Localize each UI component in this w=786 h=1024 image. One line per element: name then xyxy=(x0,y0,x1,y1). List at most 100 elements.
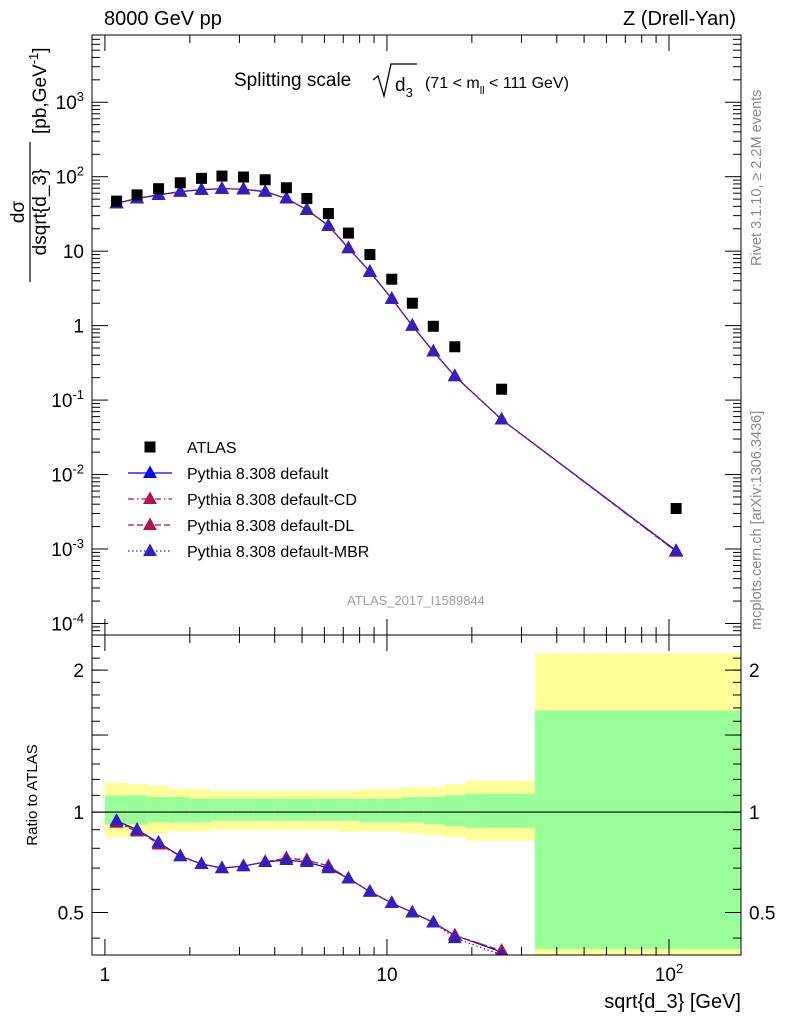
data-point-atlas xyxy=(174,177,186,189)
mc-marker-pythia-8-308-default-mbr xyxy=(362,264,377,277)
data-point-atlas xyxy=(449,341,461,353)
analysis-label: ATLAS_2017_I1589844 xyxy=(347,593,485,608)
ratio-marker-pythia-8-308-default-mbr xyxy=(109,813,124,826)
stat-uncertainty-band xyxy=(296,798,318,821)
legend-label: Pythia 8.308 default xyxy=(187,466,329,483)
legend-label: Pythia 8.308 default-MBR xyxy=(187,544,369,561)
y-title-denominator: dsqrt{d_3} xyxy=(30,169,51,256)
x-tick-label: 1 xyxy=(100,965,111,986)
y-tick-label: 10-1 xyxy=(51,387,84,412)
mc-marker-pythia-8-308-default-mbr xyxy=(426,344,441,357)
y-tick-label: 10-4 xyxy=(51,610,84,635)
mc-marker-pythia-8-308-default-mbr xyxy=(321,218,336,231)
y-title-unit-exponent: -1 xyxy=(26,53,41,65)
data-point-atlas xyxy=(280,182,292,194)
stat-uncertainty-band xyxy=(211,798,233,821)
legend-entry-atlas: ATLAS xyxy=(144,440,237,457)
ratio-line-pythia-8-308-default xyxy=(116,820,502,953)
data-point-atlas xyxy=(496,383,508,395)
y-title-unit: [pb,GeV-1] xyxy=(26,47,51,134)
mc-marker-pythia-8-308-default-mbr xyxy=(279,191,294,204)
sqrt-symbol xyxy=(372,63,417,99)
ratio-marker-pythia-8-308-default-mbr xyxy=(426,914,441,928)
y-tick-label: 102 xyxy=(56,164,84,189)
plot-title: Splitting scale d3 (71 < mll < 111 GeV) xyxy=(234,63,569,100)
legend-entry-pythia-8-308-default-dl: Pythia 8.308 default-DL xyxy=(128,517,354,535)
stat-uncertainty-band xyxy=(338,798,360,821)
legend: ATLAS Pythia 8.308 default Pythia 8.308 de… xyxy=(128,440,369,561)
mc-marker-pythia-8-308-default-mbr xyxy=(194,182,209,195)
ratio-marker-pythia-8-308-default-mbr xyxy=(362,884,377,897)
y-tick-exponent: 3 xyxy=(77,89,84,104)
stat-uncertainty-band xyxy=(253,798,275,821)
y-title-numerator: dσ xyxy=(8,201,29,224)
ratio-marker-pythia-8-308-default-mbr xyxy=(130,822,145,835)
ratio-line-pythia-8-308-default-mbr xyxy=(116,820,502,955)
ratio-marker-pythia-8-308-default-mbr xyxy=(194,856,209,870)
x-tick-exponent: 2 xyxy=(676,961,683,976)
data-point-atlas xyxy=(427,320,439,332)
energy-label: 8000 GeV pp xyxy=(104,8,222,30)
stat-uncertainty-band xyxy=(465,793,536,828)
x-tick-label: 10 xyxy=(376,965,397,986)
ratio-marker-pythia-8-308-default-mbr xyxy=(447,930,462,944)
mc-marker-pythia-8-308-default-mbr xyxy=(214,181,229,194)
data-point-atlas xyxy=(301,192,313,204)
labels-layer: 10-4 10-3 10-2 10-1 1 10 102 103 0.5 0.5 1 1 2 2 1 10 10… xyxy=(8,47,775,1013)
mc-marker-pythia-8-308-default-mbr xyxy=(384,291,399,304)
legend-swatch-triangle xyxy=(143,517,157,531)
stat-uncertainty-band xyxy=(401,796,424,823)
ratio-marker-pythia-8-308-default-mbr xyxy=(236,858,251,872)
ratio-marker-pythia-8-308-default-mbr xyxy=(497,947,506,955)
data-point-atlas xyxy=(364,249,376,261)
mc-marker-pythia-8-308-default-mbr xyxy=(669,543,684,557)
stat-uncertainty-band xyxy=(169,796,190,823)
ratio-lines-layer xyxy=(92,811,741,955)
x-tick-label: 102 xyxy=(655,961,683,986)
mc-marker-pythia-8-308-default-mbr xyxy=(173,184,188,197)
plot-title-range: (71 < mll < 111 GeV) xyxy=(425,75,569,97)
plot-title-symbol: d3 xyxy=(395,75,413,100)
mc-marker-pythia-8-308-default-mbr xyxy=(447,368,462,382)
ratio-marker-pythia-8-308-default-mbr xyxy=(279,852,294,866)
data-point-atlas xyxy=(195,172,207,184)
ratio-tick-label-right: 2 xyxy=(749,661,760,682)
stat-uncertainty-band xyxy=(423,796,445,825)
data-point-atlas xyxy=(131,189,143,201)
stat-uncertainty-band xyxy=(147,796,170,823)
legend-label: Pythia 8.308 default-CD xyxy=(187,492,357,509)
legend-swatch-square xyxy=(144,441,156,453)
ratio-marker-pythia-8-308-default-mbr xyxy=(321,860,336,874)
plot-title-range-subscript: ll xyxy=(480,85,485,97)
legend-entry-pythia-8-308-default: Pythia 8.308 default xyxy=(128,465,329,483)
y-tick-exponent: 2 xyxy=(77,164,84,179)
ratio-marker-pythia-8-308-default-mbr xyxy=(173,848,188,862)
mc-marker-pythia-8-308-default-mbr xyxy=(236,181,251,195)
data-point-atlas xyxy=(406,297,418,309)
legend-entry-pythia-8-308-default-mbr: Pythia 8.308 default-MBR xyxy=(128,543,369,561)
y-title-unit-close: ] xyxy=(30,47,51,52)
y-tick-label: 1 xyxy=(73,317,84,338)
stat-uncertainty-band xyxy=(535,710,741,950)
mc-marker-pythia-8-308-default-mbr xyxy=(405,318,420,331)
ratio-tick-label-left: 2 xyxy=(73,661,84,682)
data-point-atlas xyxy=(342,227,354,239)
data-point-atlas xyxy=(111,195,123,207)
ratio-marker-pythia-8-308-default-mbr xyxy=(299,854,314,868)
legend-swatch-triangle xyxy=(143,543,157,557)
y-axis-title: dσ dsqrt{d_3} [pb,GeV-1] xyxy=(8,47,51,282)
stat-uncertainty-band xyxy=(104,795,128,825)
ratio-line-pythia-8-308-default-cd xyxy=(116,821,502,952)
data-point-atlas xyxy=(153,183,165,195)
data-point-atlas xyxy=(386,273,398,285)
legend-swatch-triangle xyxy=(143,491,157,505)
ratio-tick-label-left: 0.5 xyxy=(58,903,84,924)
stat-uncertainty-band xyxy=(274,798,297,821)
mc-marker-pythia-8-308-default-mbr xyxy=(494,411,509,425)
data-point-atlas xyxy=(670,502,682,514)
y-tick-label: 103 xyxy=(56,89,84,114)
process-label: Z (Drell-Yan) xyxy=(623,8,736,30)
legend-swatch-triangle xyxy=(143,465,157,479)
y-tick-label: 10-2 xyxy=(51,462,84,487)
